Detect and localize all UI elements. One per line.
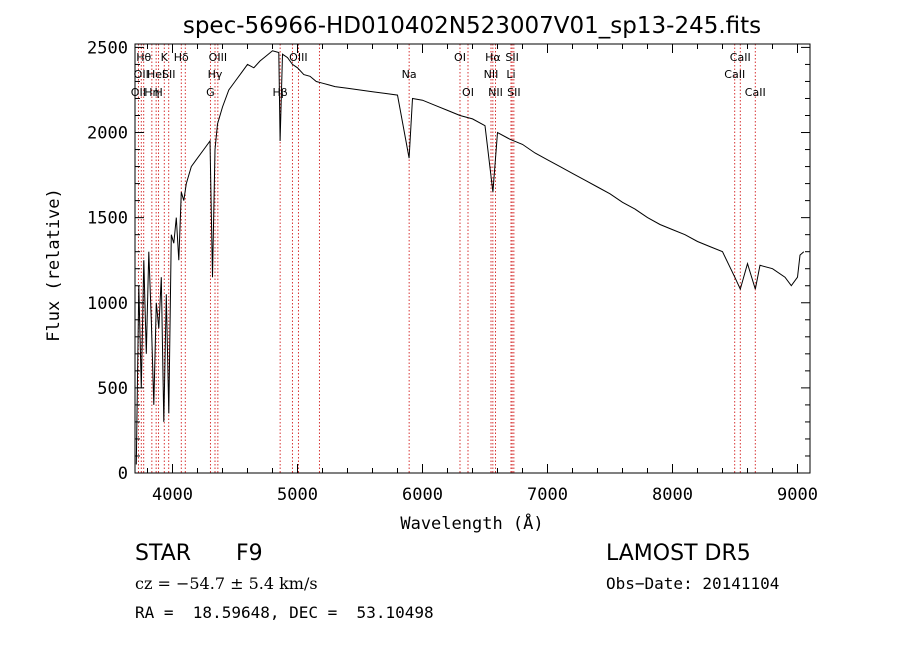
spectral-subclass: F9	[236, 541, 263, 566]
x-tick-label: 7000	[527, 485, 568, 505]
line-marker-label: HeI	[147, 68, 165, 81]
axis-ticks	[135, 44, 810, 474]
object-class: STAR	[135, 541, 192, 566]
line-marker-label: SII	[507, 86, 520, 99]
line-markers	[137, 44, 756, 473]
line-marker-label: OII	[134, 68, 149, 81]
y-tick-label: 0	[118, 464, 128, 484]
line-marker-label: Hη	[144, 86, 159, 99]
chart-title: spec-56966-HD010402N523007V01_sp13-245.f…	[183, 13, 761, 39]
axis-tick-labels: 4000 5000 6000 7000 8000 9000 0 500 1000 1500 2000…	[87, 38, 818, 505]
line-marker-label: G	[206, 86, 215, 99]
line-marker-label: Hδ	[174, 51, 189, 64]
line-marker-label: H	[154, 86, 162, 99]
line-marker-label: Na	[402, 68, 417, 81]
y-tick-label: 500	[97, 379, 128, 399]
coordinates: RA = 18.59648, DEC = 53.10498	[135, 603, 434, 622]
x-tick-label: 6000	[402, 485, 443, 505]
line-marker-label: CaII	[724, 68, 745, 81]
redshift-value: cz = −54.7 ± 5.4 km/s	[135, 574, 318, 593]
y-tick-label: 1000	[87, 294, 128, 314]
line-marker-label: OII	[131, 86, 146, 99]
line-marker-label: Hγ	[208, 68, 223, 81]
line-marker-label: SII	[505, 51, 518, 64]
line-marker-label: OI	[454, 51, 466, 64]
line-marker-label: Hθ	[136, 51, 151, 64]
line-marker-label: Li	[506, 68, 515, 81]
observation-date: Obs−Date: 20141104	[606, 574, 780, 593]
plot-frame	[134, 43, 811, 474]
survey-name: LAMOST DR5	[606, 541, 751, 566]
line-marker-label: Hβ	[272, 86, 287, 99]
x-axis-label: Wavelength (Å)	[400, 512, 543, 534]
spectrum-line	[135, 50, 805, 465]
y-axis-label: Flux (relative)	[44, 188, 64, 342]
line-marker-labels: OII OII Hθ Hη HeI H K SII Hδ G Hγ OIII Hβ OIII Na OI OI N…	[131, 51, 766, 99]
x-tick-label: 5000	[277, 485, 318, 505]
line-marker-label: CaII	[745, 86, 766, 99]
line-marker-label: NII	[484, 68, 499, 81]
y-tick-label: 2000	[87, 124, 128, 144]
line-marker-label: CaII	[730, 51, 751, 64]
line-marker-label: OIII	[209, 51, 227, 64]
line-marker-label: NII	[488, 86, 503, 99]
line-marker-label: K	[161, 51, 169, 64]
line-marker-label: OI	[462, 86, 474, 99]
x-tick-label: 8000	[652, 485, 693, 505]
y-tick-label: 1500	[87, 209, 128, 229]
x-tick-label: 9000	[777, 485, 818, 505]
line-marker-label: SII	[162, 68, 175, 81]
line-marker-label: OIII	[289, 51, 307, 64]
x-tick-label: 4000	[152, 485, 193, 505]
y-tick-label: 2500	[87, 38, 128, 58]
line-marker-label: Hα	[485, 51, 501, 64]
